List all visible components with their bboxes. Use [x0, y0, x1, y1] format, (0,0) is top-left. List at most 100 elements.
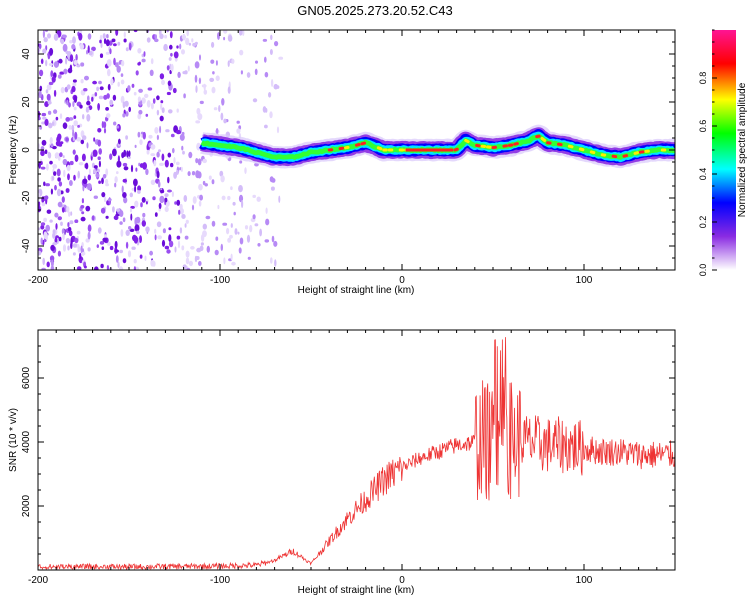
noise-cell [161, 153, 165, 161]
noise-cell [156, 109, 160, 116]
noise-cell [252, 214, 256, 220]
noise-cell [221, 98, 225, 106]
noise-cell [166, 249, 171, 254]
noise-cell [194, 74, 198, 83]
ridge-peak [578, 147, 585, 152]
noise-cell [239, 237, 244, 245]
colorbar-tick-label: 0.0 [698, 264, 708, 277]
noise-cell [137, 62, 141, 66]
noise-cell [57, 177, 61, 182]
noise-cell [62, 244, 67, 252]
noise-cell [79, 43, 85, 50]
ridge-peak [633, 151, 639, 155]
noise-cell [175, 129, 181, 135]
noise-cell [187, 65, 190, 72]
noise-cell [40, 222, 46, 226]
noise-cell [40, 166, 46, 170]
noise-cell [201, 84, 207, 88]
noise-cell [47, 101, 52, 105]
noise-cell [67, 67, 73, 74]
noise-cell [161, 107, 165, 114]
noise-cell [223, 257, 226, 265]
noise-cell [97, 156, 101, 160]
noise-cell [220, 112, 224, 121]
noise-cell [48, 81, 54, 86]
noise-cell [77, 124, 80, 128]
noise-cell [197, 171, 202, 179]
noise-cell [116, 125, 120, 129]
noise-cell [65, 137, 69, 142]
noise-cell [169, 69, 172, 75]
noise-cell [273, 240, 278, 247]
noise-cell [187, 171, 191, 177]
noise-cell [171, 191, 174, 198]
noise-cell [41, 112, 47, 117]
noise-cell [86, 100, 91, 106]
noise-cell [103, 121, 107, 129]
noise-cell [142, 162, 148, 170]
noise-cell [217, 204, 220, 210]
noise-cell [240, 70, 243, 75]
noise-cell [168, 109, 173, 114]
noise-cell [74, 237, 79, 244]
noise-cell [87, 45, 90, 54]
noise-cell [130, 213, 133, 221]
noise-cell [73, 115, 77, 119]
noise-cell [227, 237, 232, 243]
noise-cell [157, 235, 163, 240]
noise-cell [103, 38, 107, 45]
noise-cell [69, 160, 74, 166]
noise-cell [164, 193, 169, 198]
noise-cell [93, 137, 96, 142]
noise-cell [147, 87, 153, 91]
noise-cell [101, 177, 104, 185]
noise-cell [164, 34, 168, 39]
noise-cell [215, 75, 220, 81]
noise-cell [167, 189, 172, 193]
noise-cell [144, 255, 147, 261]
noise-cell [123, 31, 126, 38]
noise-cell [45, 183, 50, 187]
noise-cell [181, 245, 185, 251]
noise-cell [141, 97, 146, 104]
noise-cell [161, 79, 165, 86]
noise-cell [154, 126, 159, 134]
noise-cell [169, 31, 173, 39]
noise-cell [69, 40, 73, 44]
noise-cell [170, 52, 173, 57]
noise-cell [150, 144, 156, 150]
noise-cell [150, 102, 154, 110]
noise-cell [93, 165, 98, 169]
noise-cell [200, 242, 204, 246]
noise-cell [45, 89, 49, 94]
noise-cell [176, 169, 179, 175]
noise-cell [77, 170, 80, 179]
colorbar-tick-label: 0.2 [698, 216, 708, 229]
noise-cell [55, 116, 59, 121]
noise-cell [123, 166, 129, 171]
noise-cell [236, 128, 241, 134]
noise-cell [99, 53, 104, 58]
noise-cell [54, 152, 60, 159]
noise-cell [48, 122, 53, 129]
noise-cell [49, 219, 53, 223]
noise-cell [65, 50, 69, 54]
noise-cell [257, 243, 261, 247]
noise-cell [62, 232, 65, 241]
noise-cell [156, 170, 160, 179]
noise-cell [76, 64, 81, 68]
noise-cell [179, 43, 182, 50]
noise-cell [58, 181, 63, 187]
noise-cell [76, 266, 82, 270]
noise-cell [87, 174, 92, 181]
noise-cell [82, 135, 87, 141]
noise-cell [167, 80, 172, 87]
noise-cell [60, 221, 63, 226]
noise-cell [210, 59, 215, 64]
noise-cell [278, 195, 281, 203]
noise-cell [188, 151, 193, 159]
noise-cell [43, 37, 48, 43]
noise-cell [176, 108, 179, 113]
noise-cell [181, 145, 184, 151]
noise-cell [80, 245, 83, 254]
